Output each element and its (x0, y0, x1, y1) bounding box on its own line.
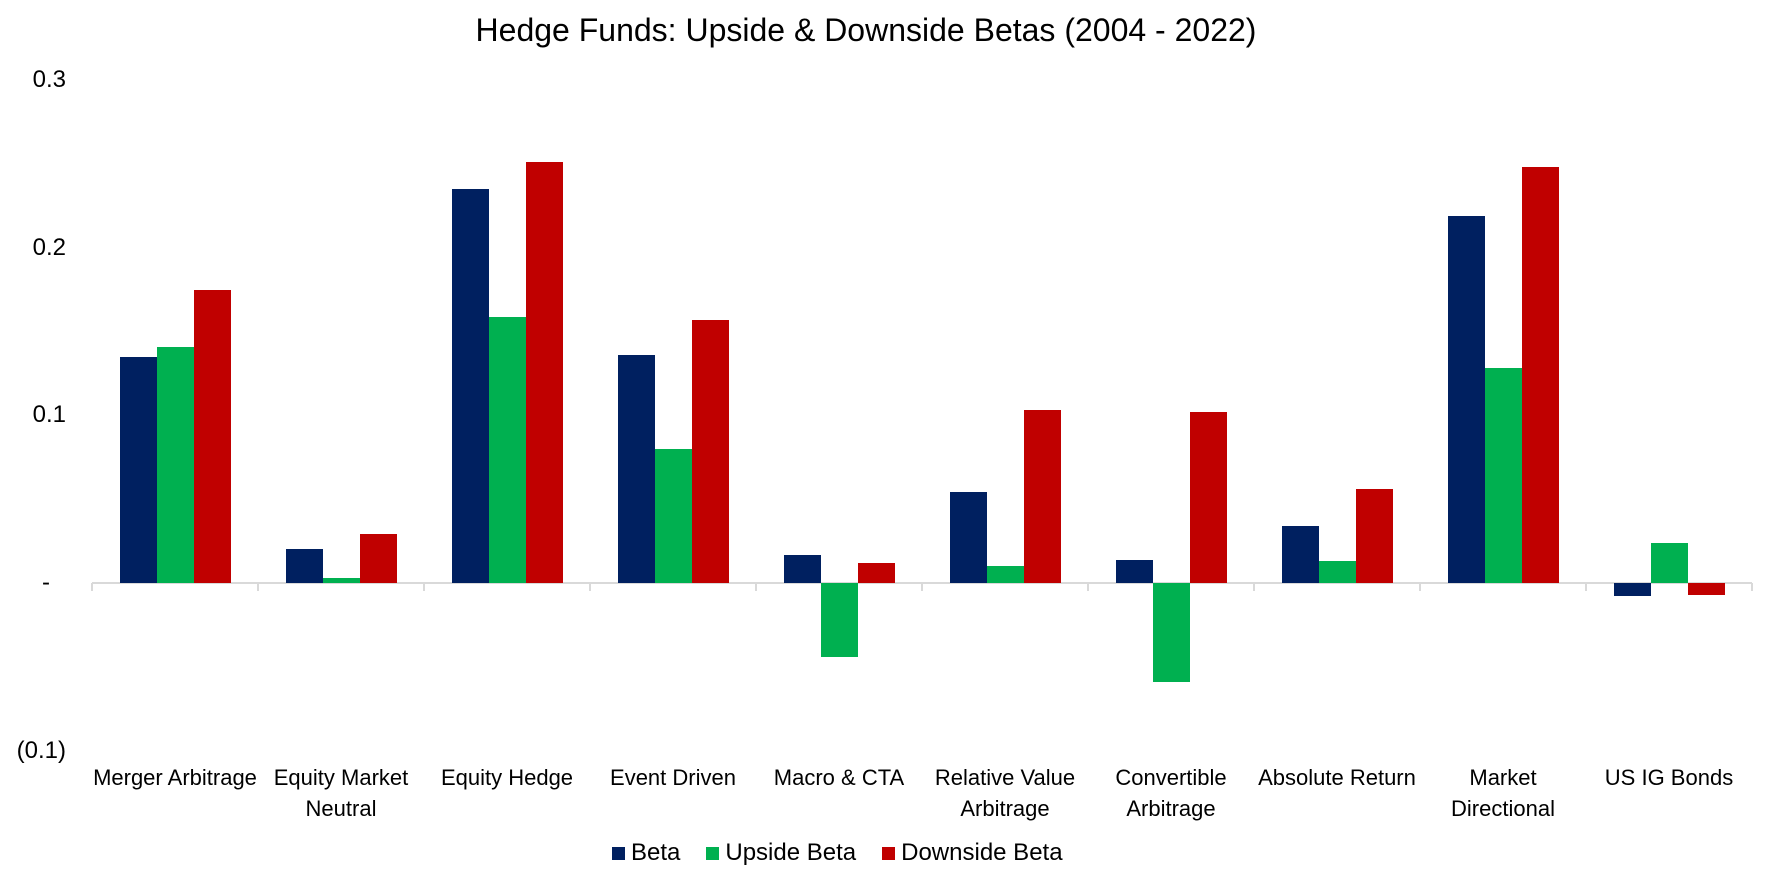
bar-beta-macro-cta (783, 554, 821, 583)
bar-downside-beta-market-directional (1521, 167, 1559, 583)
bar-downside-beta-convertible-arbitrage (1189, 412, 1227, 583)
legend-label: Upside Beta (725, 839, 857, 866)
x-axis-tick-mark (1751, 583, 1753, 591)
bar-downside-beta-relative-value-arbitrage (1023, 410, 1061, 583)
bar-upside-beta-event-driven (654, 448, 692, 583)
bar-upside-beta-market-directional (1484, 368, 1522, 583)
category-label-us-ig-bonds: US IG Bonds (1604, 765, 1734, 790)
bar-downside-beta-absolute-return (1355, 489, 1393, 583)
bar-beta-relative-value-arbitrage (949, 492, 987, 583)
bar-beta-us-ig-bonds (1613, 583, 1651, 597)
bar-beta-convertible-arbitrage (1115, 559, 1153, 583)
x-axis-tick-mark (755, 583, 757, 591)
x-axis-tick-mark (91, 583, 93, 591)
bar-upside-beta-us-ig-bonds (1650, 542, 1688, 583)
y-axis-tick-label: 0.3 (0, 65, 66, 95)
y-axis-tick-text: - (42, 569, 50, 596)
bar-downside-beta-merger-arbitrage (193, 289, 231, 583)
bar-downside-beta-macro-cta (857, 562, 895, 583)
bar-upside-beta-relative-value-arbitrage (986, 566, 1024, 583)
bar-downside-beta-us-ig-bonds (1687, 583, 1725, 595)
legend: Beta Upside Beta Downside Beta (612, 839, 1089, 867)
category-label-convertible-arbitrage: Convertible Arbitrage (1115, 765, 1227, 821)
y-axis-tick-label: - (0, 568, 66, 598)
category-label-merger-arbitrage: Merger Arbitrage (93, 765, 257, 790)
category-label-equity-hedge: Equity Hedge (440, 765, 574, 790)
legend-label: Downside Beta (901, 839, 1063, 866)
y-axis-tick-label: 0.2 (0, 233, 66, 263)
bar-upside-beta-macro-cta (820, 583, 858, 657)
y-axis-tick-label: (0.1) (0, 736, 66, 766)
y-axis-tick-label: 0.1 (0, 400, 66, 430)
x-axis-tick-mark (589, 583, 591, 591)
bar-beta-equity-hedge (451, 189, 489, 583)
x-axis-tick-mark (1253, 583, 1255, 591)
x-axis-tick-mark (1419, 583, 1421, 591)
x-axis-tick-mark (921, 583, 923, 591)
bar-upside-beta-equity-hedge (488, 316, 526, 583)
x-axis-tick-mark (1087, 583, 1089, 591)
legend-label: Beta (631, 839, 681, 866)
legend-swatch-downside-beta (882, 846, 896, 860)
bar-downside-beta-equity-market-neutral (359, 534, 397, 583)
bar-upside-beta-convertible-arbitrage (1152, 583, 1190, 682)
y-axis-tick-text: 0.1 (32, 401, 66, 429)
legend-item-upside-beta: Upside Beta (706, 839, 856, 867)
bar-beta-absolute-return (1281, 526, 1319, 583)
category-label-equity-market-neutral: Equity Market Neutral (273, 765, 409, 821)
category-label-macro-cta: Macro & CTA (773, 765, 905, 790)
y-axis-tick-text: (0.1) (16, 736, 66, 764)
bar-beta-event-driven (617, 355, 655, 583)
y-axis-tick-text: 0.2 (32, 233, 66, 261)
x-axis-tick-mark (257, 583, 259, 591)
legend-swatch-beta (612, 846, 625, 860)
bar-beta-equity-market-neutral (285, 549, 323, 583)
category-label-event-driven: Event Driven (610, 765, 736, 790)
bar-upside-beta-absolute-return (1318, 561, 1356, 583)
legend-swatch-upside-beta (706, 846, 720, 860)
bar-upside-beta-merger-arbitrage (156, 346, 194, 583)
category-label-relative-value-arbitrage: Relative Value Arbitrage (934, 765, 1076, 821)
bar-beta-market-directional (1447, 215, 1485, 583)
x-axis-tick-mark (423, 583, 425, 591)
legend-item-beta: Beta (612, 839, 680, 867)
category-label-absolute-return: Absolute Return (1258, 765, 1416, 790)
bar-downside-beta-event-driven (691, 319, 729, 583)
bar-beta-merger-arbitrage (119, 356, 157, 583)
chart-title: Hedge Funds: Upside & Downside Betas (20… (475, 12, 1257, 48)
bar-downside-beta-equity-hedge (525, 162, 563, 583)
legend-item-downside-beta: Downside Beta (882, 839, 1063, 867)
x-axis-tick-mark (1585, 583, 1587, 591)
bar-upside-beta-equity-market-neutral (322, 577, 360, 583)
category-label-market-directional: Market Directional (1451, 765, 1555, 821)
y-axis-tick-text: 0.3 (32, 66, 66, 94)
